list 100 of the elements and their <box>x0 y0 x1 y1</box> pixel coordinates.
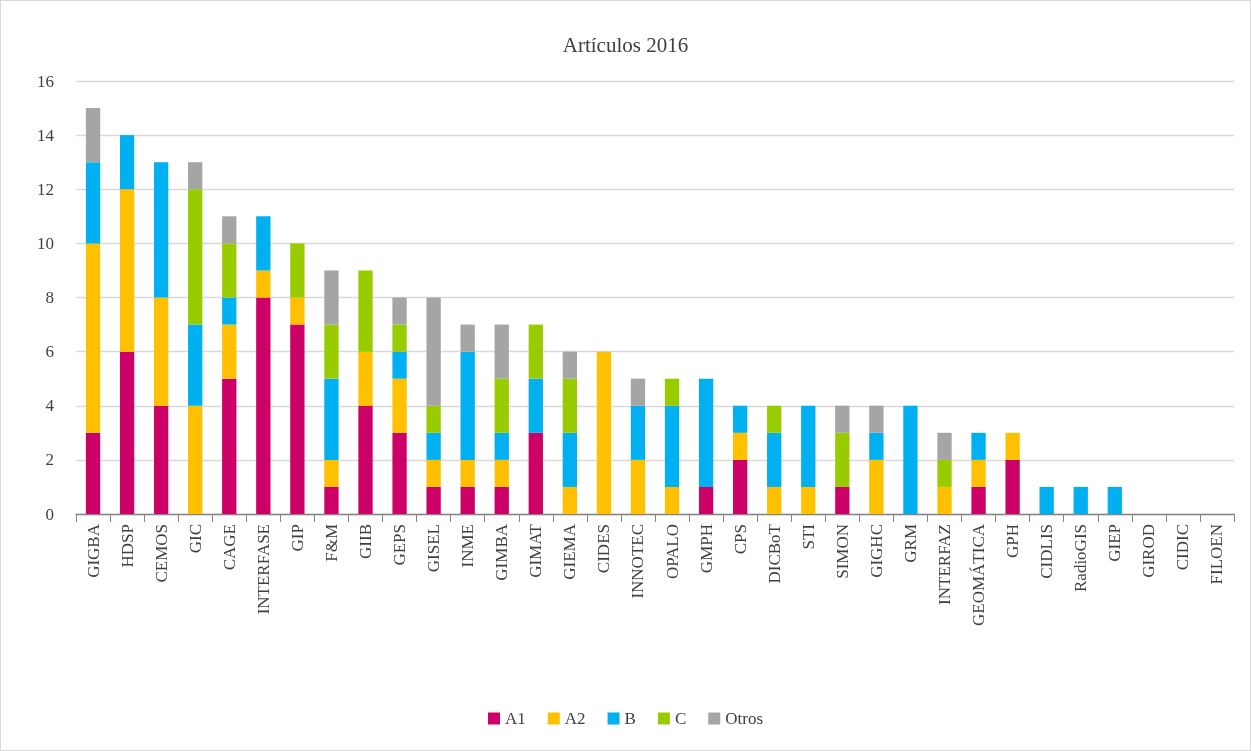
bar <box>85 162 101 244</box>
bar <box>256 270 271 298</box>
bar <box>528 378 543 433</box>
bar <box>1005 432 1020 460</box>
bar <box>222 378 237 514</box>
bar <box>767 405 782 433</box>
bar <box>119 189 135 352</box>
bar <box>494 324 509 379</box>
bar <box>494 378 509 433</box>
bar <box>119 135 135 190</box>
bar <box>222 243 237 298</box>
bar <box>426 486 441 514</box>
bar <box>153 405 169 514</box>
bar <box>324 486 339 514</box>
bar <box>732 405 748 433</box>
x-tick-label: GRM <box>900 524 920 563</box>
x-tick-label: CEMOS <box>151 524 171 583</box>
legend-label: Otros <box>725 709 764 728</box>
bar <box>869 459 884 514</box>
x-tick-label: GIP <box>287 524 307 552</box>
bar <box>290 243 305 298</box>
bar <box>630 405 646 460</box>
x-tick-label: GIEMA <box>560 523 580 580</box>
bar <box>494 459 509 487</box>
x-tick-label: RadioGIS <box>1071 524 1091 592</box>
x-tick-label: GIGHC <box>866 524 886 578</box>
x-tick-label: INNOTEC <box>628 524 648 599</box>
x-tick-label: GIEP <box>1105 524 1125 562</box>
bar <box>1005 459 1020 514</box>
bar <box>801 486 816 514</box>
bar <box>630 459 646 514</box>
x-tick-label: DICBoT <box>764 523 784 584</box>
bar <box>937 486 952 514</box>
bar <box>392 324 407 352</box>
bar <box>392 297 407 325</box>
bar <box>971 486 986 514</box>
x-tick-label: CIDES <box>594 524 614 574</box>
x-tick-label: INME <box>458 524 478 568</box>
bar <box>426 297 441 406</box>
y-tick-label: 0 <box>45 504 54 524</box>
y-tick-label: 10 <box>37 233 54 253</box>
x-tick-label: GMPH <box>696 524 716 574</box>
chart-title: Artículos 2016 <box>562 32 689 57</box>
bar <box>971 432 986 460</box>
x-tick-label: FILOEN <box>1207 524 1227 585</box>
x-tick-label: HDSP <box>117 524 137 568</box>
bar <box>290 324 305 514</box>
bar <box>324 270 339 325</box>
x-tick-label: GIMBA <box>492 523 512 581</box>
x-tick-label: GEOMÁTICA <box>969 523 989 626</box>
x-tick-label: CIDLIS <box>1037 524 1057 579</box>
bar <box>562 351 578 379</box>
x-tick-label: CAGE <box>219 524 239 571</box>
bar <box>460 324 475 352</box>
bar <box>256 297 271 514</box>
bar <box>869 432 884 460</box>
bar <box>767 486 782 514</box>
x-tick-label: GIROD <box>1139 524 1159 578</box>
bar <box>324 459 339 487</box>
x-tick-label: GISEL <box>424 524 444 573</box>
bar <box>358 405 373 514</box>
bar <box>426 459 441 487</box>
legend-label: A2 <box>564 709 586 728</box>
bar <box>971 459 986 487</box>
bar <box>596 351 612 514</box>
legend-label: B <box>624 709 636 728</box>
x-tick-label: GEPS <box>390 524 410 566</box>
y-tick-label: 8 <box>45 288 54 307</box>
bar <box>698 378 714 487</box>
bar <box>426 405 441 433</box>
y-tick-label: 12 <box>37 179 54 199</box>
bar <box>392 432 407 514</box>
bar <box>1107 486 1122 514</box>
bar <box>801 405 816 487</box>
bar <box>869 405 884 433</box>
x-tick-label: STI <box>798 523 818 550</box>
y-tick-label: 14 <box>37 125 55 145</box>
bar <box>85 243 101 433</box>
x-tick-label: CIDIC <box>1173 524 1193 571</box>
bar <box>767 432 782 487</box>
bar <box>937 459 952 487</box>
bar <box>324 378 339 460</box>
bar <box>460 351 475 460</box>
legend-label: C <box>674 709 687 728</box>
legend-label: A1 <box>505 709 526 728</box>
bar <box>732 459 748 514</box>
x-tick-label: GIIB <box>356 524 375 559</box>
bar <box>664 405 680 487</box>
x-tick-label: GIC <box>185 524 205 554</box>
x-tick-label: CPS <box>730 524 750 555</box>
bar <box>528 432 543 514</box>
bar <box>664 486 680 514</box>
bar <box>460 486 475 514</box>
bar <box>153 162 169 298</box>
bar <box>358 351 373 406</box>
bar <box>222 297 237 325</box>
bar <box>256 216 271 271</box>
bar <box>528 324 543 379</box>
bar <box>222 216 237 244</box>
bar <box>85 432 101 514</box>
